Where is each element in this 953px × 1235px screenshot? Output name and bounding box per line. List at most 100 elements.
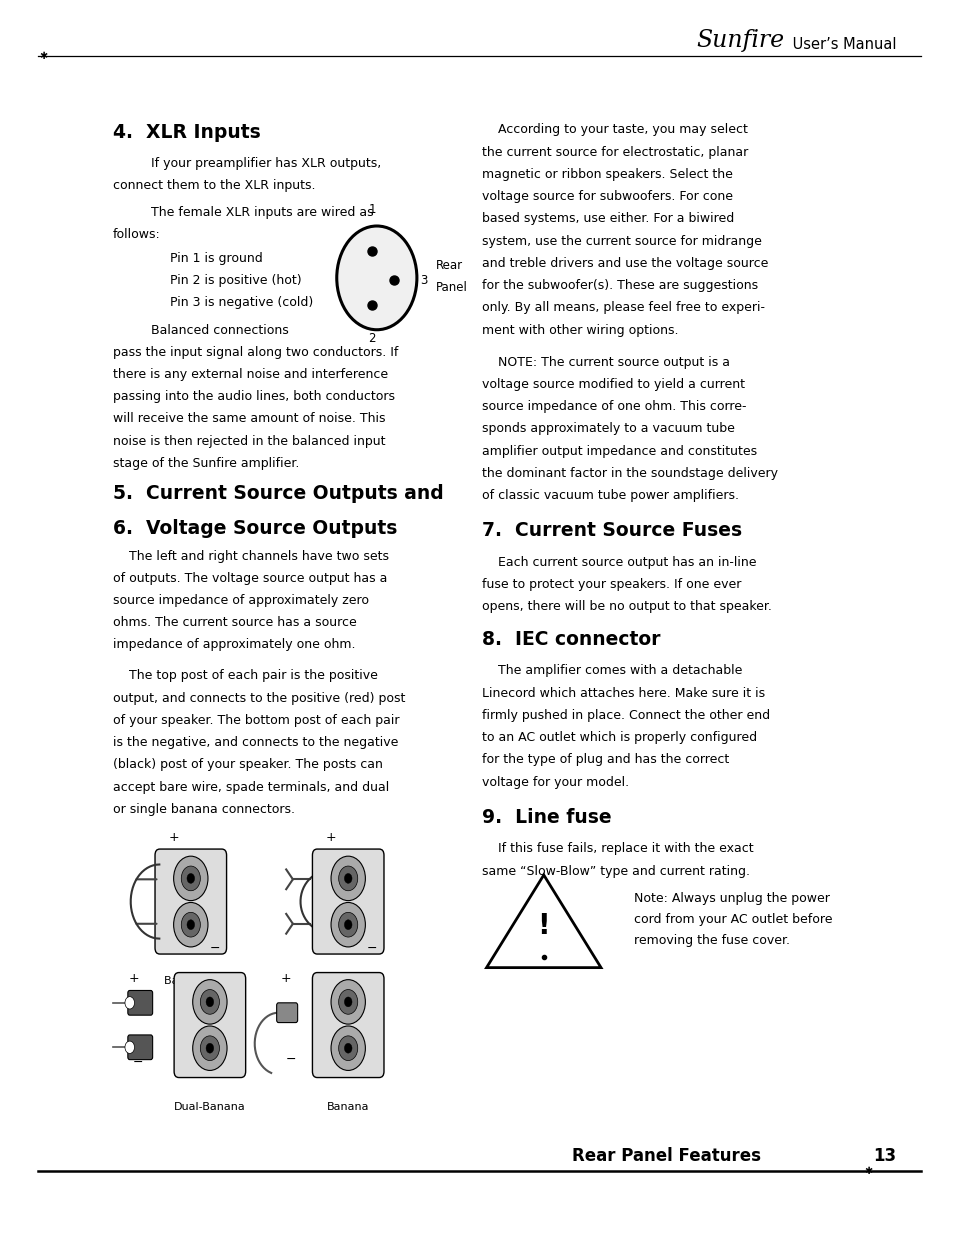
Text: +: + [325, 831, 336, 844]
Text: Balanced connections: Balanced connections [151, 324, 288, 337]
Text: connect them to the XLR inputs.: connect them to the XLR inputs. [112, 179, 314, 193]
Circle shape [344, 920, 352, 930]
Circle shape [181, 913, 200, 937]
Circle shape [336, 226, 416, 330]
Circle shape [338, 1036, 357, 1061]
Text: −: − [285, 1053, 296, 1066]
Text: fuse to protect your speakers. If one ever: fuse to protect your speakers. If one ev… [481, 578, 740, 592]
Text: Pin 1 is ground: Pin 1 is ground [170, 252, 262, 266]
Text: ment with other wiring options.: ment with other wiring options. [481, 324, 678, 337]
Text: there is any external noise and interference: there is any external noise and interfer… [112, 368, 387, 382]
Text: ohms. The current source has a source: ohms. The current source has a source [112, 616, 356, 630]
Text: voltage source for subwoofers. For cone: voltage source for subwoofers. For cone [481, 190, 732, 204]
Text: Pin 2 is positive (hot): Pin 2 is positive (hot) [170, 274, 301, 288]
Text: based systems, use either. For a biwired: based systems, use either. For a biwired [481, 212, 733, 226]
Text: According to your taste, you may select: According to your taste, you may select [481, 124, 747, 137]
Text: opens, there will be no output to that speaker.: opens, there will be no output to that s… [481, 600, 771, 614]
Circle shape [344, 1044, 352, 1053]
Text: !: ! [537, 913, 550, 940]
Text: (black) post of your speaker. The posts can: (black) post of your speaker. The posts … [112, 758, 382, 772]
Text: Bare Wire: Bare Wire [164, 976, 217, 986]
Text: User’s Manual: User’s Manual [787, 37, 896, 52]
Circle shape [338, 913, 357, 937]
Circle shape [193, 979, 227, 1024]
FancyBboxPatch shape [313, 850, 383, 953]
Text: removing the fuse cover.: removing the fuse cover. [634, 934, 790, 947]
Text: of your speaker. The bottom post of each pair: of your speaker. The bottom post of each… [112, 714, 398, 727]
Circle shape [344, 997, 352, 1007]
Text: will receive the same amount of noise. This: will receive the same amount of noise. T… [112, 412, 385, 426]
Text: the current source for electrostatic, planar: the current source for electrostatic, pl… [481, 146, 747, 159]
Text: Rear: Rear [436, 259, 462, 272]
Text: Each current source output has an in-line: Each current source output has an in-lin… [481, 556, 756, 569]
FancyBboxPatch shape [128, 990, 152, 1015]
Text: The top post of each pair is the positive: The top post of each pair is the positiv… [112, 669, 377, 683]
Text: voltage for your model.: voltage for your model. [481, 776, 628, 789]
Text: The female XLR inputs are wired as: The female XLR inputs are wired as [151, 206, 373, 220]
Text: 8.  IEC connector: 8. IEC connector [481, 630, 659, 648]
Text: 13: 13 [872, 1146, 895, 1165]
Circle shape [331, 1026, 365, 1071]
FancyBboxPatch shape [276, 1003, 297, 1023]
Text: voltage source modified to yield a current: voltage source modified to yield a curre… [481, 378, 744, 391]
Text: or single banana connectors.: or single banana connectors. [112, 803, 294, 816]
Text: sponds approximately to a vacuum tube: sponds approximately to a vacuum tube [481, 422, 734, 436]
Text: −: − [366, 942, 377, 955]
Text: of classic vacuum tube power amplifiers.: of classic vacuum tube power amplifiers. [481, 489, 738, 503]
Circle shape [344, 873, 352, 883]
Text: Pin 3 is negative (cold): Pin 3 is negative (cold) [170, 296, 313, 310]
FancyBboxPatch shape [128, 1035, 152, 1060]
Text: and treble drivers and use the voltage source: and treble drivers and use the voltage s… [481, 257, 767, 270]
Text: of outputs. The voltage source output has a: of outputs. The voltage source output ha… [112, 572, 387, 585]
Text: accept bare wire, spade terminals, and dual: accept bare wire, spade terminals, and d… [112, 781, 389, 794]
Text: +: + [280, 972, 292, 984]
Text: is the negative, and connects to the negative: is the negative, and connects to the neg… [112, 736, 397, 750]
Text: ✱: ✱ [40, 51, 48, 61]
Text: Rear Panel Features: Rear Panel Features [572, 1146, 760, 1165]
Text: source impedance of one ohm. This corre-: source impedance of one ohm. This corre- [481, 400, 745, 414]
Text: ✱: ✱ [863, 1166, 871, 1176]
Text: −: − [209, 942, 220, 955]
Text: Note: Always unplug the power: Note: Always unplug the power [634, 892, 829, 905]
Text: the dominant factor in the soundstage delivery: the dominant factor in the soundstage de… [481, 467, 777, 480]
Circle shape [200, 1036, 219, 1061]
Text: only. By all means, please feel free to experi-: only. By all means, please feel free to … [481, 301, 764, 315]
Text: Sunfire: Sunfire [696, 28, 783, 52]
Text: If your preamplifier has XLR outputs,: If your preamplifier has XLR outputs, [151, 157, 380, 170]
Text: 6.  Voltage Source Outputs: 6. Voltage Source Outputs [112, 519, 396, 537]
Text: same “Slow-Blow” type and current rating.: same “Slow-Blow” type and current rating… [481, 864, 749, 878]
Text: The left and right channels have two sets: The left and right channels have two set… [112, 550, 388, 563]
Text: +: + [168, 831, 179, 844]
Circle shape [331, 856, 365, 900]
Text: to an AC outlet which is properly configured: to an AC outlet which is properly config… [481, 731, 756, 745]
Text: The amplifier comes with a detachable: The amplifier comes with a detachable [481, 664, 741, 678]
Text: stage of the Sunfire amplifier.: stage of the Sunfire amplifier. [112, 457, 298, 471]
Text: Panel: Panel [436, 282, 467, 294]
Text: pass the input signal along two conductors. If: pass the input signal along two conducto… [112, 346, 397, 359]
Text: firmly pushed in place. Connect the other end: firmly pushed in place. Connect the othe… [481, 709, 769, 722]
Text: 3: 3 [419, 274, 427, 287]
FancyBboxPatch shape [154, 850, 226, 953]
Circle shape [338, 866, 357, 890]
Circle shape [200, 989, 219, 1014]
Circle shape [173, 856, 208, 900]
Text: cord from your AC outlet before: cord from your AC outlet before [634, 913, 832, 926]
Circle shape [173, 903, 208, 947]
Text: amplifier output impedance and constitutes: amplifier output impedance and constitut… [481, 445, 756, 458]
Text: 1: 1 [368, 203, 375, 216]
Text: noise is then rejected in the balanced input: noise is then rejected in the balanced i… [112, 435, 385, 448]
Text: impedance of approximately one ohm.: impedance of approximately one ohm. [112, 638, 355, 652]
Text: Dual-Banana: Dual-Banana [173, 1102, 246, 1112]
Text: +: + [128, 972, 139, 984]
Text: for the type of plug and has the correct: for the type of plug and has the correct [481, 753, 728, 767]
Text: system, use the current source for midrange: system, use the current source for midra… [481, 235, 760, 248]
Circle shape [125, 1041, 134, 1053]
Circle shape [187, 873, 194, 883]
Text: output, and connects to the positive (red) post: output, and connects to the positive (re… [112, 692, 404, 705]
Circle shape [206, 997, 213, 1007]
Text: −: − [132, 1056, 144, 1068]
Text: 4.  XLR Inputs: 4. XLR Inputs [112, 124, 260, 142]
Text: NOTE: The current source output is a: NOTE: The current source output is a [481, 356, 729, 369]
Circle shape [125, 997, 134, 1009]
Circle shape [181, 866, 200, 890]
